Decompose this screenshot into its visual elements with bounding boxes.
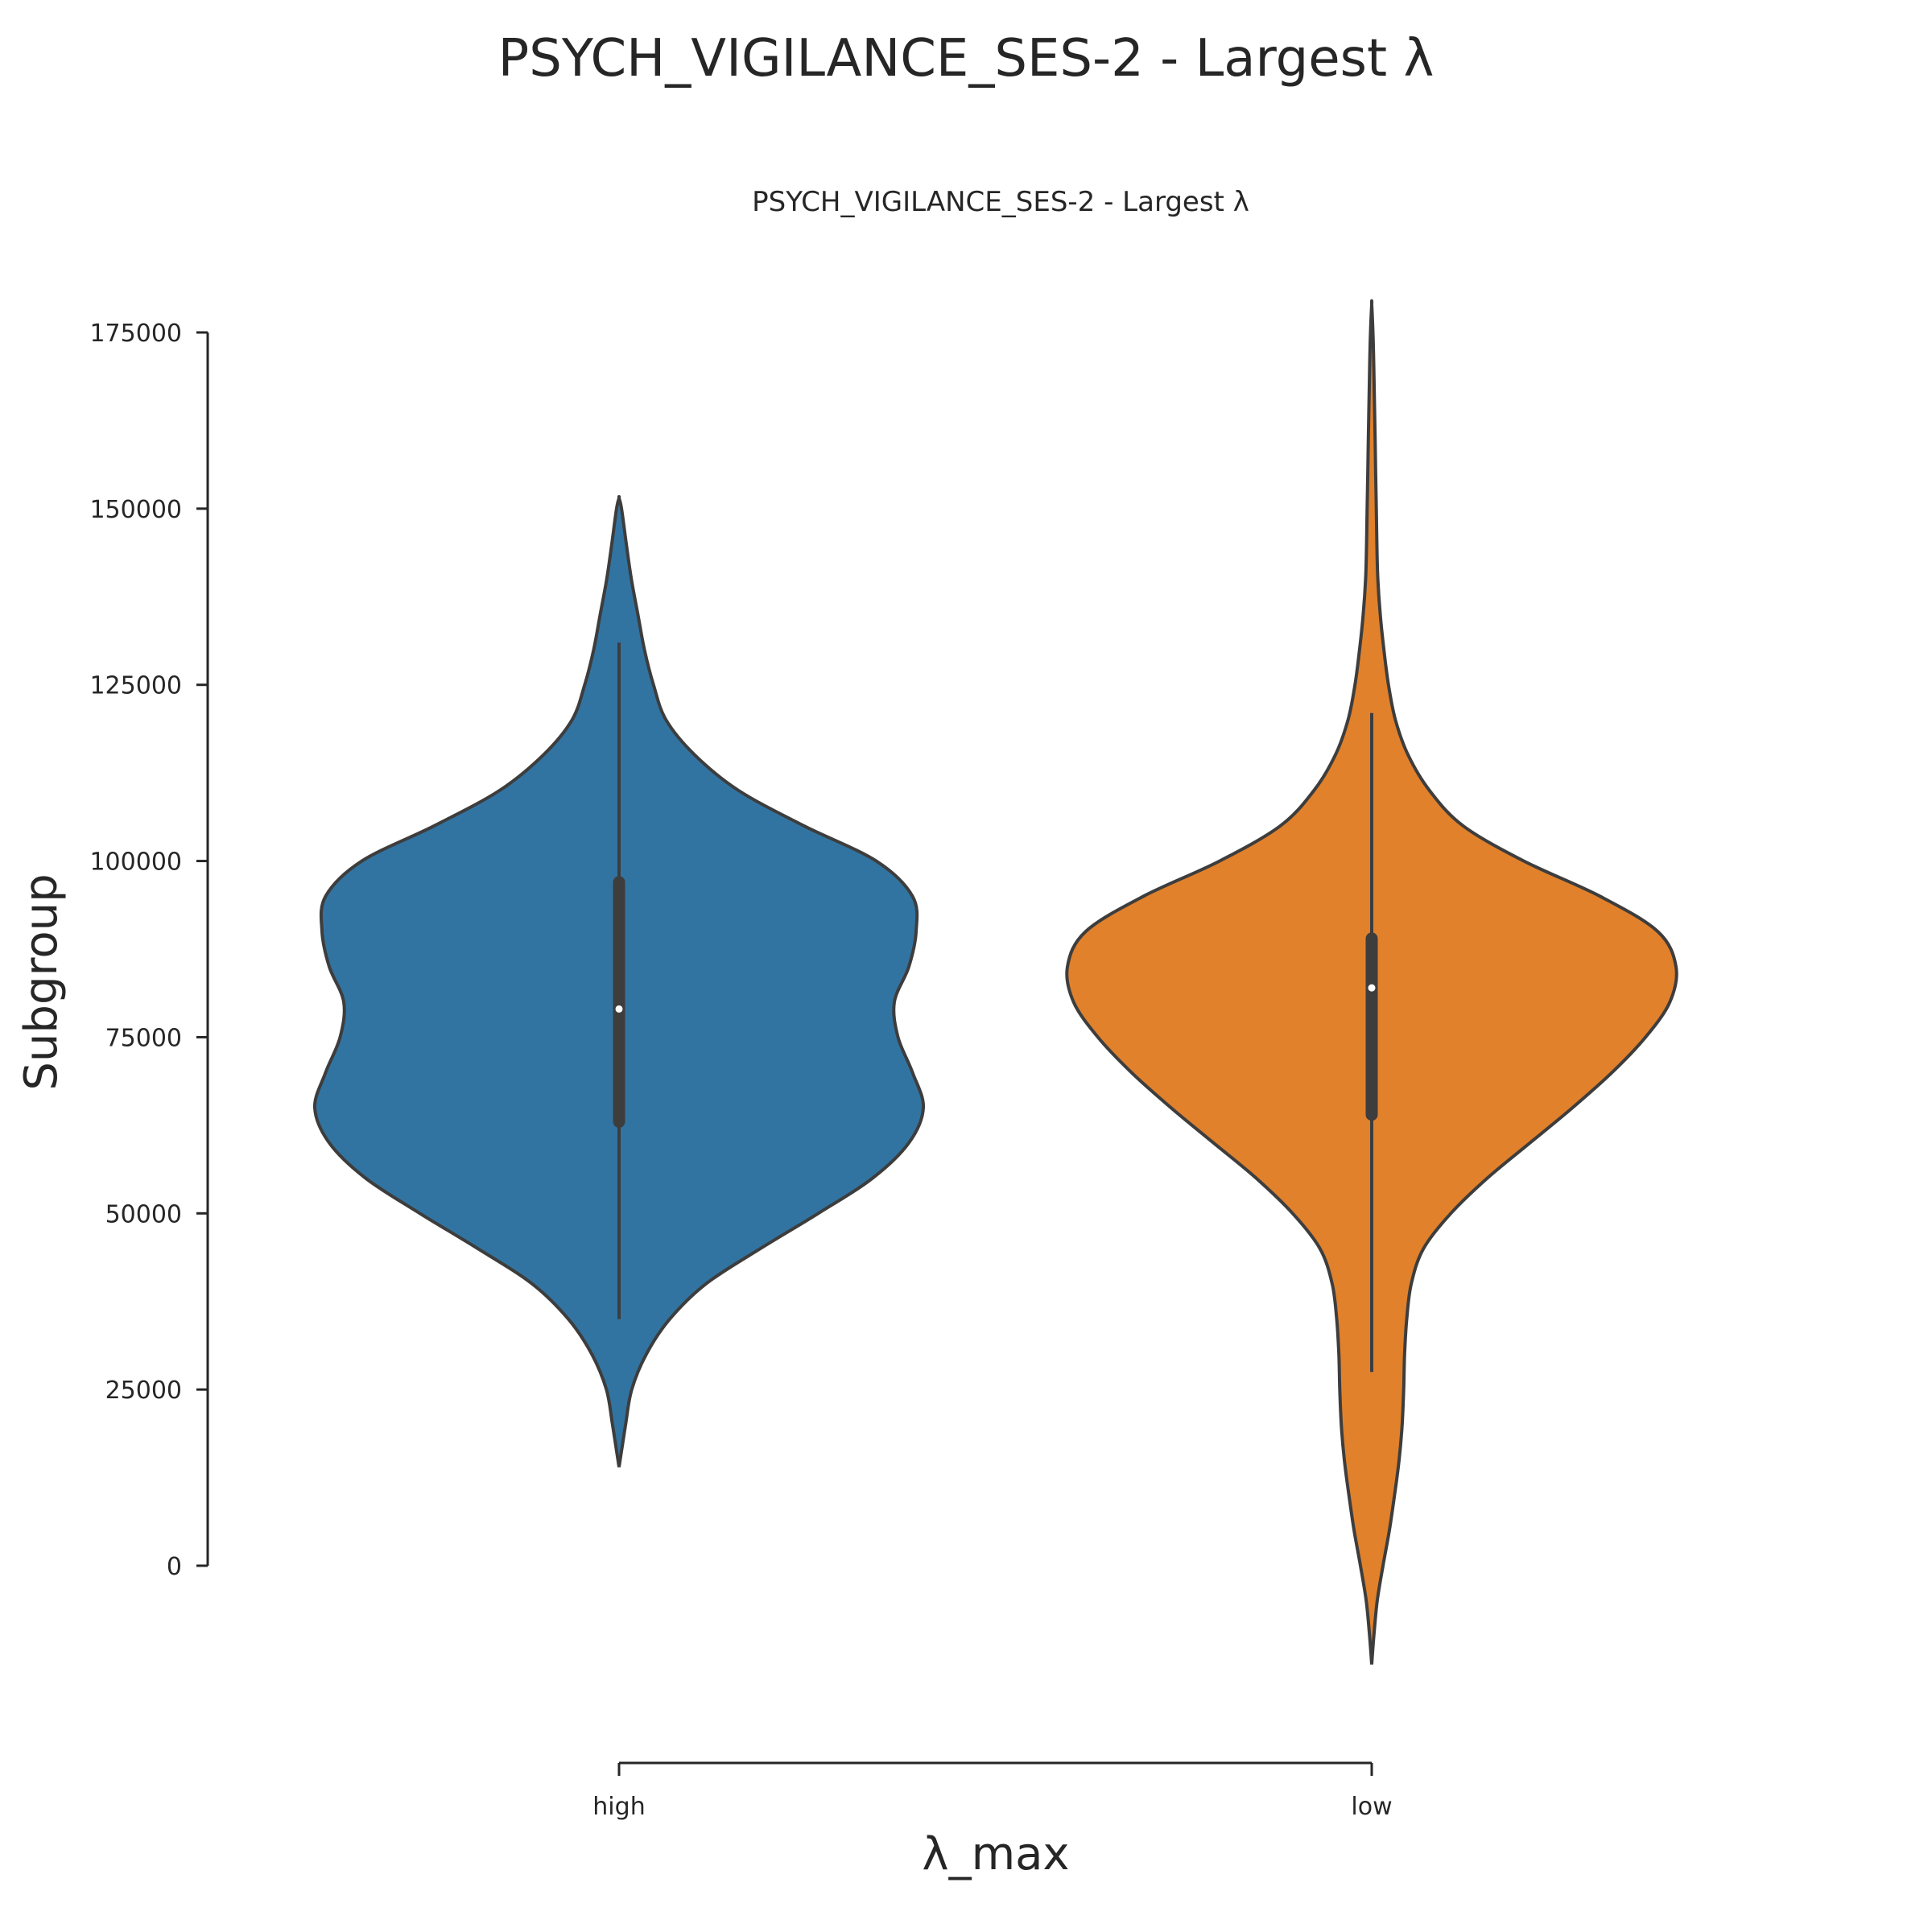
y-ticks: 0 25000 50000 75000 100000 125000 150000 175000 — [89, 320, 208, 1581]
y-tick-label: 25000 — [105, 1377, 182, 1405]
figure-suptitle: PSYCH_VIGILANCE_SES-2 - Largest λ — [498, 29, 1435, 89]
y-tick-label: 125000 — [89, 672, 182, 700]
y-tick-label: 150000 — [89, 496, 182, 524]
y-tick-label: 175000 — [89, 320, 182, 348]
x-axis-label: λ_max — [922, 1828, 1069, 1880]
y-tick-label: 50000 — [105, 1200, 182, 1228]
y-tick-label: 0 — [167, 1553, 182, 1581]
median-point-high — [615, 1005, 623, 1013]
y-tick-label: 100000 — [89, 848, 182, 877]
chart-title: PSYCH_VIGILANCE_SES-2 - Largest λ — [752, 186, 1249, 218]
median-point-low — [1368, 984, 1376, 992]
violins-layer — [312, 299, 1678, 1665]
x-tick-label: low — [1351, 1793, 1392, 1821]
y-axis-label: Subgroup — [15, 873, 68, 1090]
y-tick-label: 75000 — [105, 1024, 182, 1052]
x-ticks: high low — [592, 1763, 1393, 1821]
x-tick-label: high — [592, 1793, 645, 1821]
